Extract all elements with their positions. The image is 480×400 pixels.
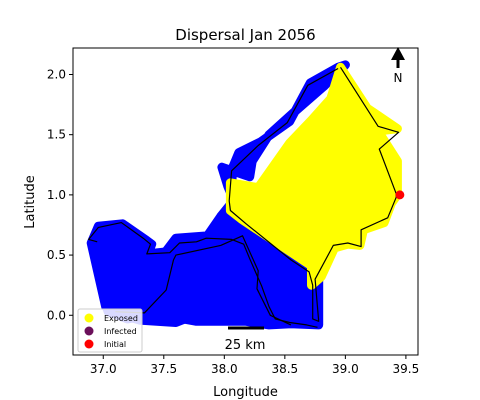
plot-frame bbox=[72, 47, 419, 356]
point-initial bbox=[395, 190, 405, 200]
legend-label-exposed: Exposed bbox=[104, 314, 138, 323]
x-tick-label: 39.0 bbox=[332, 362, 359, 376]
north-arrow-head bbox=[391, 47, 405, 60]
legend-marker-exposed bbox=[84, 313, 94, 323]
region-layer bbox=[86, 60, 402, 330]
north-arrow-shaft bbox=[396, 59, 400, 68]
y-axis: 0.0 0.5 1.0 1.5 2.0 bbox=[47, 67, 73, 322]
x-tick-label: 37.0 bbox=[90, 362, 117, 376]
x-tick-label: 38.0 bbox=[211, 362, 238, 376]
legend: Exposed Infected Initial bbox=[77, 308, 143, 353]
chart-title: Dispersal Jan 2056 bbox=[175, 26, 315, 44]
x-tick-label: 37.5 bbox=[150, 362, 177, 376]
legend-marker-infected bbox=[84, 326, 94, 336]
y-tick-label: 0.0 bbox=[47, 308, 66, 322]
y-tick-label: 1.5 bbox=[47, 128, 66, 142]
point-layer bbox=[395, 190, 405, 200]
legend-label-initial: Initial bbox=[104, 340, 126, 349]
y-tick-label: 0.5 bbox=[47, 248, 66, 262]
scale-bar-label: 25 km bbox=[225, 338, 266, 353]
north-arrow-label: N bbox=[394, 71, 403, 85]
boundary-line bbox=[115, 235, 292, 326]
legend-marker-initial bbox=[84, 339, 94, 349]
legend-label-infected: Infected bbox=[104, 327, 137, 336]
y-axis-label: Latitude bbox=[23, 175, 38, 229]
x-axis: 37.0 37.5 38.0 38.5 39.0 39.5 bbox=[90, 355, 419, 376]
x-tick-label: 39.5 bbox=[393, 362, 420, 376]
scale-bar-line bbox=[228, 326, 264, 330]
region-east bbox=[225, 62, 402, 290]
x-tick-label: 38.5 bbox=[271, 362, 298, 376]
y-tick-label: 1.0 bbox=[47, 188, 66, 202]
legend-box bbox=[77, 308, 143, 353]
north-arrow: N bbox=[391, 47, 405, 85]
scale-bar: 25 km bbox=[225, 326, 266, 353]
x-axis-label: Longitude bbox=[213, 385, 278, 400]
map-area bbox=[86, 60, 405, 330]
y-tick-label: 2.0 bbox=[47, 67, 66, 81]
